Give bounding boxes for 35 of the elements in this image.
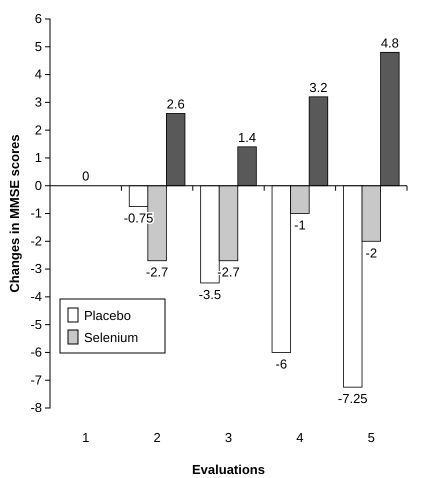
legend-label: Placebo [84, 308, 131, 323]
data-label: -1 [294, 218, 306, 232]
y-tick-label: 5 [34, 38, 42, 54]
x-tick-label: 3 [224, 430, 232, 445]
y-tick-label: -8 [30, 400, 42, 416]
y-axis-title: Changes in MMSE scores [7, 134, 22, 293]
y-tick-label: -3 [30, 261, 42, 276]
x-tick-label: 2 [153, 430, 161, 445]
y-tick-label: 4 [34, 66, 42, 82]
y-tick-label: -1 [30, 206, 42, 221]
data-label: 3.2 [309, 80, 328, 95]
data-label: 2.6 [166, 96, 185, 112]
y-tick-label: 1 [34, 150, 42, 166]
x-tick-label: 1 [82, 430, 90, 445]
y-tick-label: -7 [30, 372, 42, 388]
data-label: -7.25 [338, 391, 368, 406]
y-tick-label: 2 [34, 122, 42, 138]
x-tick-label: 5 [368, 430, 375, 445]
data-label: -2 [366, 245, 378, 260]
data-label: 1.4 [238, 130, 256, 145]
data-label: -2.7 [146, 264, 168, 280]
x-tick-label: 4 [296, 430, 304, 445]
data-label: 0 [82, 168, 90, 184]
y-tick-label: -2 [30, 233, 42, 248]
y-tick-label: 6 [34, 11, 42, 26]
y-tick-label: -5 [30, 316, 42, 332]
y-tick-label: -4 [30, 289, 42, 304]
y-tick-label: -6 [30, 344, 42, 360]
y-tick-label: 0 [34, 178, 42, 193]
x-axis-title: Evaluations [192, 462, 265, 477]
y-tick-label: 3 [34, 94, 42, 110]
data-label: 4.8 [380, 35, 399, 50]
data-label: -6 [276, 356, 288, 372]
data-label: -3.5 [198, 286, 222, 302]
legend-label: Selenium [84, 330, 138, 345]
